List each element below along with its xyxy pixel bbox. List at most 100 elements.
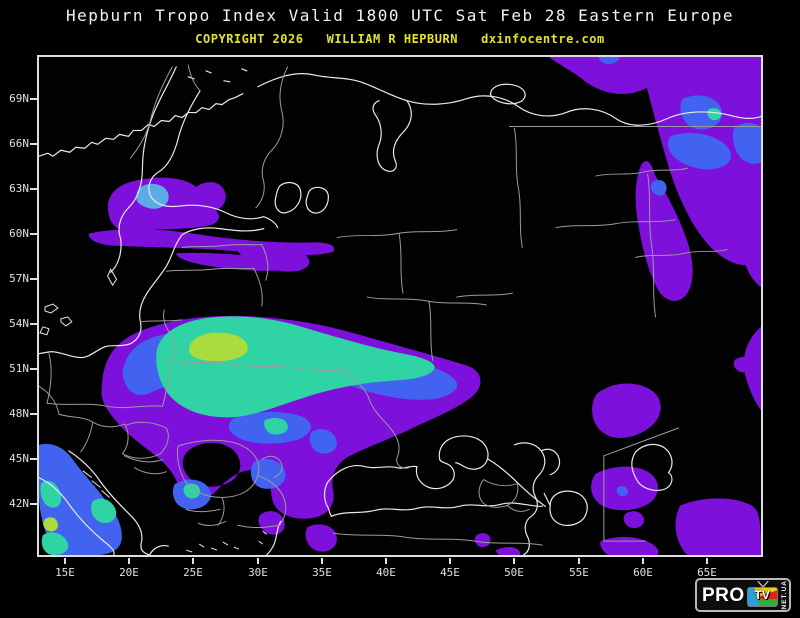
coastline bbox=[39, 233, 183, 359]
lat-label: 48N bbox=[9, 407, 29, 420]
tropo-purple-region bbox=[496, 547, 520, 555]
coastline bbox=[489, 83, 526, 105]
borders-group bbox=[39, 64, 761, 546]
lon-label: 15E bbox=[55, 566, 75, 579]
tropo-skyblue-spot bbox=[136, 183, 169, 209]
tropo-teal-region bbox=[183, 483, 201, 499]
lat-tick bbox=[30, 188, 37, 190]
coastline bbox=[107, 268, 118, 287]
tropo-blue-region bbox=[422, 383, 441, 400]
tropo-blue-region bbox=[250, 458, 286, 489]
tropo-blue-region bbox=[667, 132, 732, 170]
coastline bbox=[631, 443, 673, 491]
coastline bbox=[330, 502, 543, 517]
coastline bbox=[438, 435, 489, 470]
lat-tick bbox=[30, 233, 37, 235]
netua-label: NET.UA bbox=[780, 580, 788, 610]
country-border bbox=[261, 455, 283, 479]
lon-label: 60E bbox=[633, 566, 653, 579]
page-title: Hepburn Tropo Index Valid 1800 UTC Sat F… bbox=[66, 6, 734, 25]
tropo-green-core bbox=[43, 517, 58, 532]
country-border bbox=[176, 439, 260, 498]
tv-icon: TV bbox=[746, 581, 779, 608]
country-border bbox=[336, 229, 513, 362]
tropo-purple-region bbox=[623, 511, 644, 529]
tropo-purple-region bbox=[88, 229, 335, 256]
tropo-blue-region bbox=[616, 486, 628, 497]
lon-tick bbox=[192, 558, 194, 564]
lon-label: 40E bbox=[376, 566, 396, 579]
lat-label: 69N bbox=[9, 92, 29, 105]
lat-tick bbox=[30, 413, 37, 415]
lon-label: 45E bbox=[440, 566, 460, 579]
copyright-line: COPYRIGHT 2026 WILLIAM R HEPBURN dxinfoc… bbox=[195, 32, 605, 46]
map-svg bbox=[39, 57, 761, 555]
lon-tick bbox=[128, 558, 130, 564]
lon-tick bbox=[64, 558, 66, 564]
tropo-blue-region bbox=[650, 179, 667, 196]
country-border bbox=[46, 402, 163, 409]
coastline bbox=[39, 93, 244, 157]
tropo-teal-region bbox=[40, 480, 62, 508]
tropo-green-core bbox=[189, 332, 248, 362]
coastlines-group bbox=[39, 66, 761, 555]
coastline bbox=[513, 442, 546, 555]
tropo-blue-region bbox=[309, 429, 337, 454]
tropo-purple-region bbox=[742, 205, 761, 288]
coastline bbox=[82, 470, 110, 498]
lat-label: 63N bbox=[9, 182, 29, 195]
tropo-teal-region bbox=[41, 532, 69, 555]
country-border bbox=[513, 127, 728, 318]
coastline bbox=[415, 459, 455, 490]
country-border bbox=[185, 508, 227, 526]
lon-tick bbox=[642, 558, 644, 564]
lat-label: 54N bbox=[9, 317, 29, 330]
lat-label: 42N bbox=[9, 497, 29, 510]
lat-label: 60N bbox=[9, 227, 29, 240]
lat-label: 51N bbox=[9, 362, 29, 375]
tropo-teal-region bbox=[91, 498, 117, 523]
coastline bbox=[266, 520, 282, 555]
country-border bbox=[161, 309, 175, 407]
coastline bbox=[406, 95, 761, 126]
lon-tick bbox=[706, 558, 708, 564]
lon-tick bbox=[257, 558, 259, 564]
protv-logo-text: PRO bbox=[702, 584, 745, 606]
country-border bbox=[346, 370, 410, 469]
coastline bbox=[486, 458, 546, 507]
tropo-purple-region bbox=[675, 498, 761, 555]
country-border bbox=[129, 66, 173, 159]
country-border bbox=[255, 66, 289, 209]
tropo-purple-region bbox=[592, 383, 661, 438]
country-border bbox=[332, 532, 543, 546]
country-border bbox=[217, 475, 287, 529]
coastline bbox=[181, 227, 265, 236]
country-border bbox=[139, 319, 183, 323]
coastline bbox=[257, 73, 408, 102]
lat-label: 57N bbox=[9, 272, 29, 285]
country-border bbox=[253, 267, 263, 307]
tropo-purple-region bbox=[600, 536, 659, 555]
coastline bbox=[187, 68, 248, 83]
tropo-purple-region bbox=[474, 533, 491, 548]
coastline bbox=[39, 303, 73, 336]
coastline bbox=[258, 530, 268, 545]
antenna-icon bbox=[756, 581, 769, 588]
coastline bbox=[68, 450, 150, 555]
map-frame bbox=[37, 55, 763, 557]
tropo-purple-region bbox=[549, 57, 676, 94]
coastline bbox=[186, 541, 240, 553]
lat-tick bbox=[30, 98, 37, 100]
lat-tick bbox=[30, 368, 37, 370]
country-border bbox=[478, 479, 530, 512]
country-border bbox=[167, 360, 348, 372]
coastline bbox=[148, 90, 265, 220]
lon-label: 30E bbox=[248, 566, 268, 579]
tropo-teal-region bbox=[264, 418, 288, 435]
lon-label: 25E bbox=[183, 566, 203, 579]
coastline bbox=[263, 216, 279, 229]
coastline bbox=[326, 465, 418, 484]
coastline bbox=[148, 545, 169, 555]
lat-tick bbox=[30, 143, 37, 145]
